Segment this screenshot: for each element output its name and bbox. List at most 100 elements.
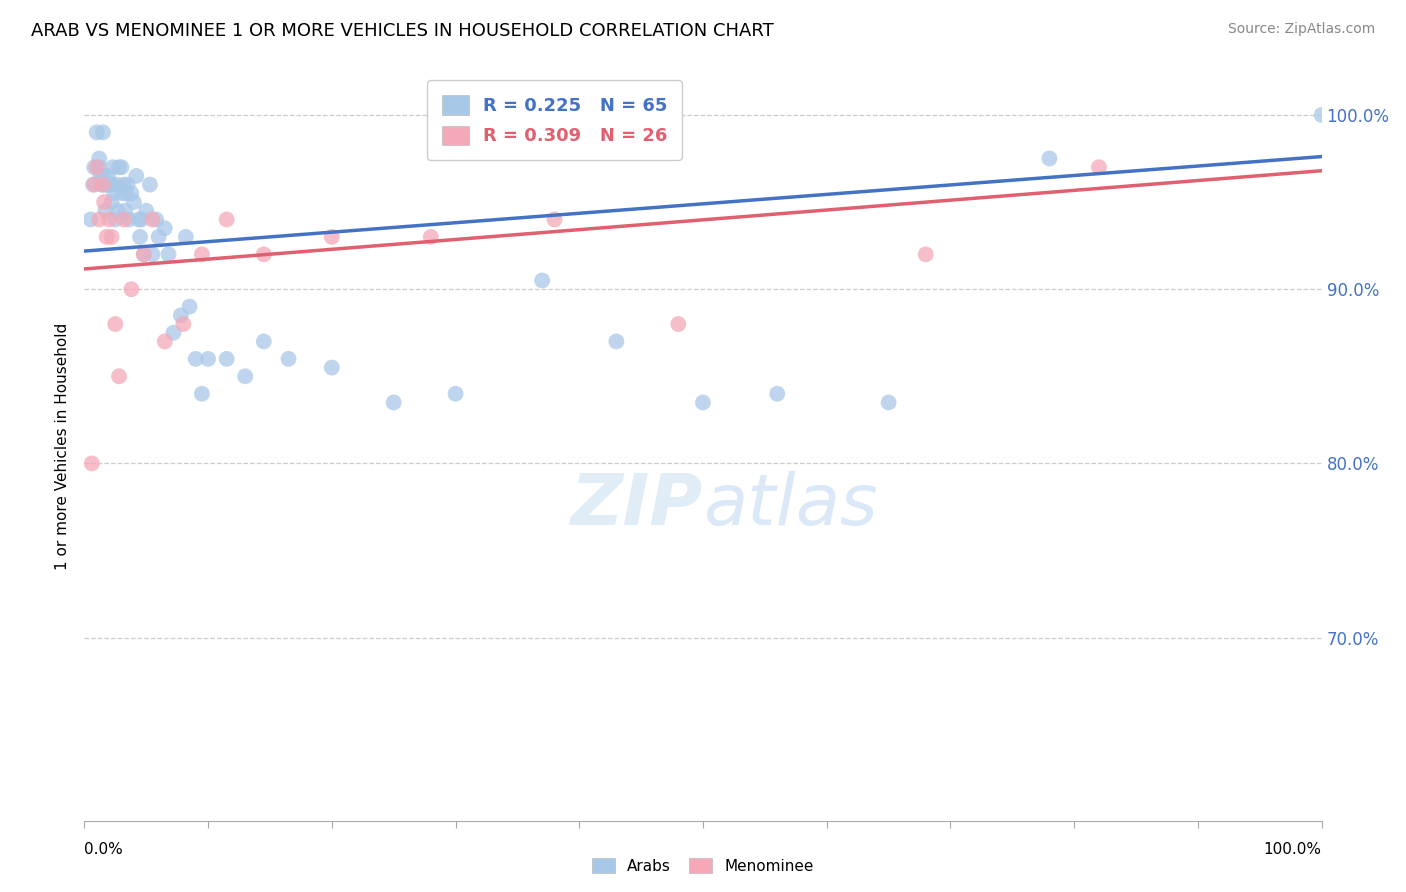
Point (174, 230, 197, 244)
Point (107, 203, 129, 218)
Point (110, 160, 132, 174)
Point (120, 282, 142, 296)
Point (104, 212, 127, 227)
Point (172, 317, 194, 331)
Text: ZIP: ZIP (571, 472, 703, 541)
Point (141, 247, 163, 261)
Point (914, 247, 936, 261)
Text: Source: ZipAtlas.com: Source: ZipAtlas.com (1227, 22, 1375, 37)
Point (191, 386, 214, 401)
Point (444, 386, 467, 401)
Point (91, 169, 114, 183)
Point (766, 386, 789, 401)
Point (89, 169, 111, 183)
Point (91, 178, 114, 192)
Point (197, 351, 219, 366)
Text: atlas: atlas (703, 472, 877, 541)
Point (114, 203, 136, 218)
Point (419, 230, 441, 244)
Point (79, 212, 101, 227)
Point (93, 178, 115, 192)
Point (103, 186, 125, 201)
Point (139, 178, 162, 192)
Point (89, 160, 111, 174)
Point (153, 221, 176, 235)
Point (191, 247, 214, 261)
Point (94, 203, 117, 218)
Point (112, 212, 135, 227)
Point (98, 178, 121, 192)
Text: 100.0%: 100.0% (1264, 842, 1322, 857)
Point (115, 186, 138, 201)
Point (215, 351, 238, 366)
Point (233, 369, 256, 384)
Point (108, 369, 131, 384)
Point (215, 212, 238, 227)
Point (277, 351, 299, 366)
Point (120, 186, 142, 201)
Point (382, 395, 405, 409)
Point (692, 395, 714, 409)
Point (82, 178, 104, 192)
Point (100, 178, 122, 192)
Point (162, 326, 184, 340)
Point (877, 395, 900, 409)
Point (93, 195, 115, 210)
Point (605, 334, 627, 349)
Point (321, 230, 343, 244)
Point (531, 273, 554, 287)
Point (86, 125, 108, 139)
Point (80, 457, 103, 471)
Point (122, 195, 145, 210)
Y-axis label: 1 or more Vehicles in Household: 1 or more Vehicles in Household (55, 322, 70, 570)
Point (90, 178, 112, 192)
Point (100, 195, 122, 210)
Point (96, 178, 118, 192)
Point (543, 212, 565, 227)
Point (117, 178, 139, 192)
Point (118, 212, 141, 227)
Point (1088, 160, 1111, 174)
Point (129, 230, 152, 244)
Point (1310, 108, 1333, 122)
Point (135, 203, 157, 218)
Point (96, 230, 118, 244)
Point (111, 186, 134, 201)
Legend: R = 0.225   N = 65, R = 0.309   N = 26: R = 0.225 N = 65, R = 0.309 N = 26 (427, 80, 682, 160)
Point (91, 125, 114, 139)
Point (101, 160, 124, 174)
Point (666, 317, 689, 331)
Point (184, 351, 207, 366)
Point (83, 160, 105, 174)
Text: 0.0%: 0.0% (84, 842, 124, 857)
Legend: Arabs, Menominee: Arabs, Menominee (586, 852, 820, 880)
Point (125, 169, 148, 183)
Text: ARAB VS MENOMINEE 1 OR MORE VEHICLES IN HOUSEHOLD CORRELATION CHART: ARAB VS MENOMINEE 1 OR MORE VEHICLES IN … (31, 22, 773, 40)
Point (179, 300, 201, 314)
Point (153, 334, 176, 349)
Point (170, 308, 193, 322)
Point (157, 247, 180, 261)
Point (83, 178, 105, 192)
Point (112, 178, 135, 192)
Point (86, 160, 108, 174)
Point (145, 212, 167, 227)
Point (97, 169, 120, 183)
Point (100, 230, 122, 244)
Point (253, 247, 276, 261)
Point (108, 160, 131, 174)
Point (89, 152, 111, 166)
Point (321, 360, 343, 375)
Point (253, 334, 276, 349)
Point (128, 212, 150, 227)
Point (98, 212, 121, 227)
Point (104, 317, 127, 331)
Point (105, 178, 128, 192)
Point (148, 230, 170, 244)
Point (141, 212, 163, 227)
Point (1038, 152, 1060, 166)
Point (129, 212, 152, 227)
Point (132, 247, 155, 261)
Point (89, 212, 111, 227)
Point (132, 247, 155, 261)
